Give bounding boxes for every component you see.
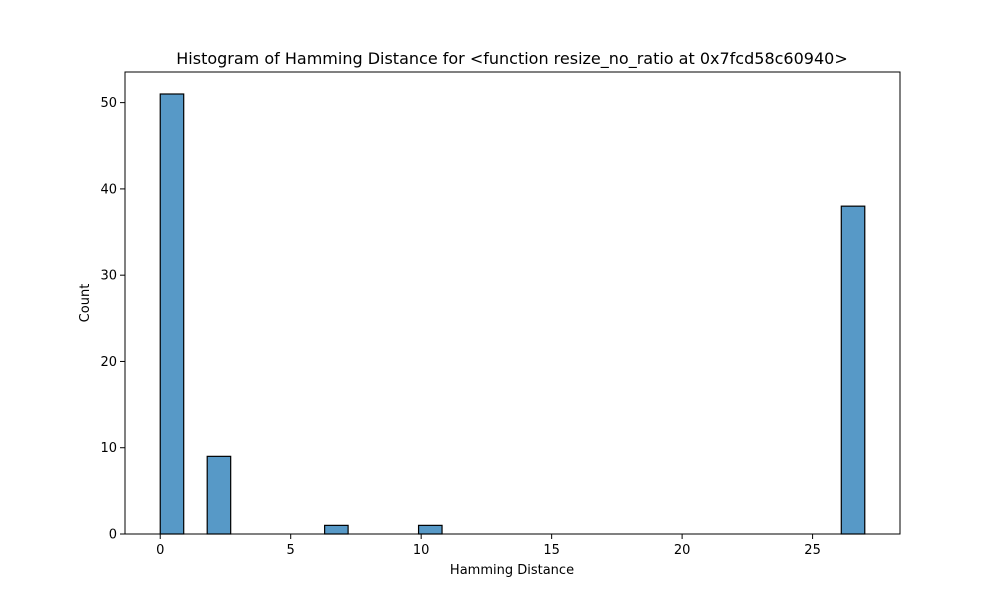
x-tick-label: 20 — [674, 543, 691, 558]
x-axis-label: Hamming Distance — [450, 563, 574, 578]
y-tick-label: 50 — [100, 96, 117, 111]
y-tick-label: 20 — [100, 355, 117, 370]
y-tick-label: 10 — [100, 441, 117, 456]
x-tick-label: 25 — [804, 543, 821, 558]
y-tick-label: 40 — [100, 182, 117, 197]
chart-title: Histogram of Hamming Distance for <funct… — [176, 49, 847, 69]
x-tick-label: 15 — [543, 543, 560, 558]
histogram-bar-0 — [159, 93, 185, 535]
bars-group — [159, 93, 866, 535]
x-tick-label: 0 — [156, 543, 164, 558]
plot-frame — [124, 71, 901, 535]
histogram-bar-2 — [324, 524, 349, 535]
y-tick-label: 30 — [100, 269, 117, 284]
histogram-bar-3 — [417, 524, 443, 535]
x-tick-label: 5 — [287, 543, 295, 558]
y-tick-label: 0 — [109, 528, 117, 543]
y-ticks-group: 0 10 20 30 40 50 — [100, 96, 125, 543]
x-ticks-group: 0 5 10 15 20 25 — [156, 534, 821, 558]
histogram-bar-1 — [206, 455, 232, 535]
y-axis-label: Count — [78, 284, 93, 323]
x-tick-label: 10 — [413, 543, 430, 558]
histogram-bar-4 — [840, 205, 866, 535]
